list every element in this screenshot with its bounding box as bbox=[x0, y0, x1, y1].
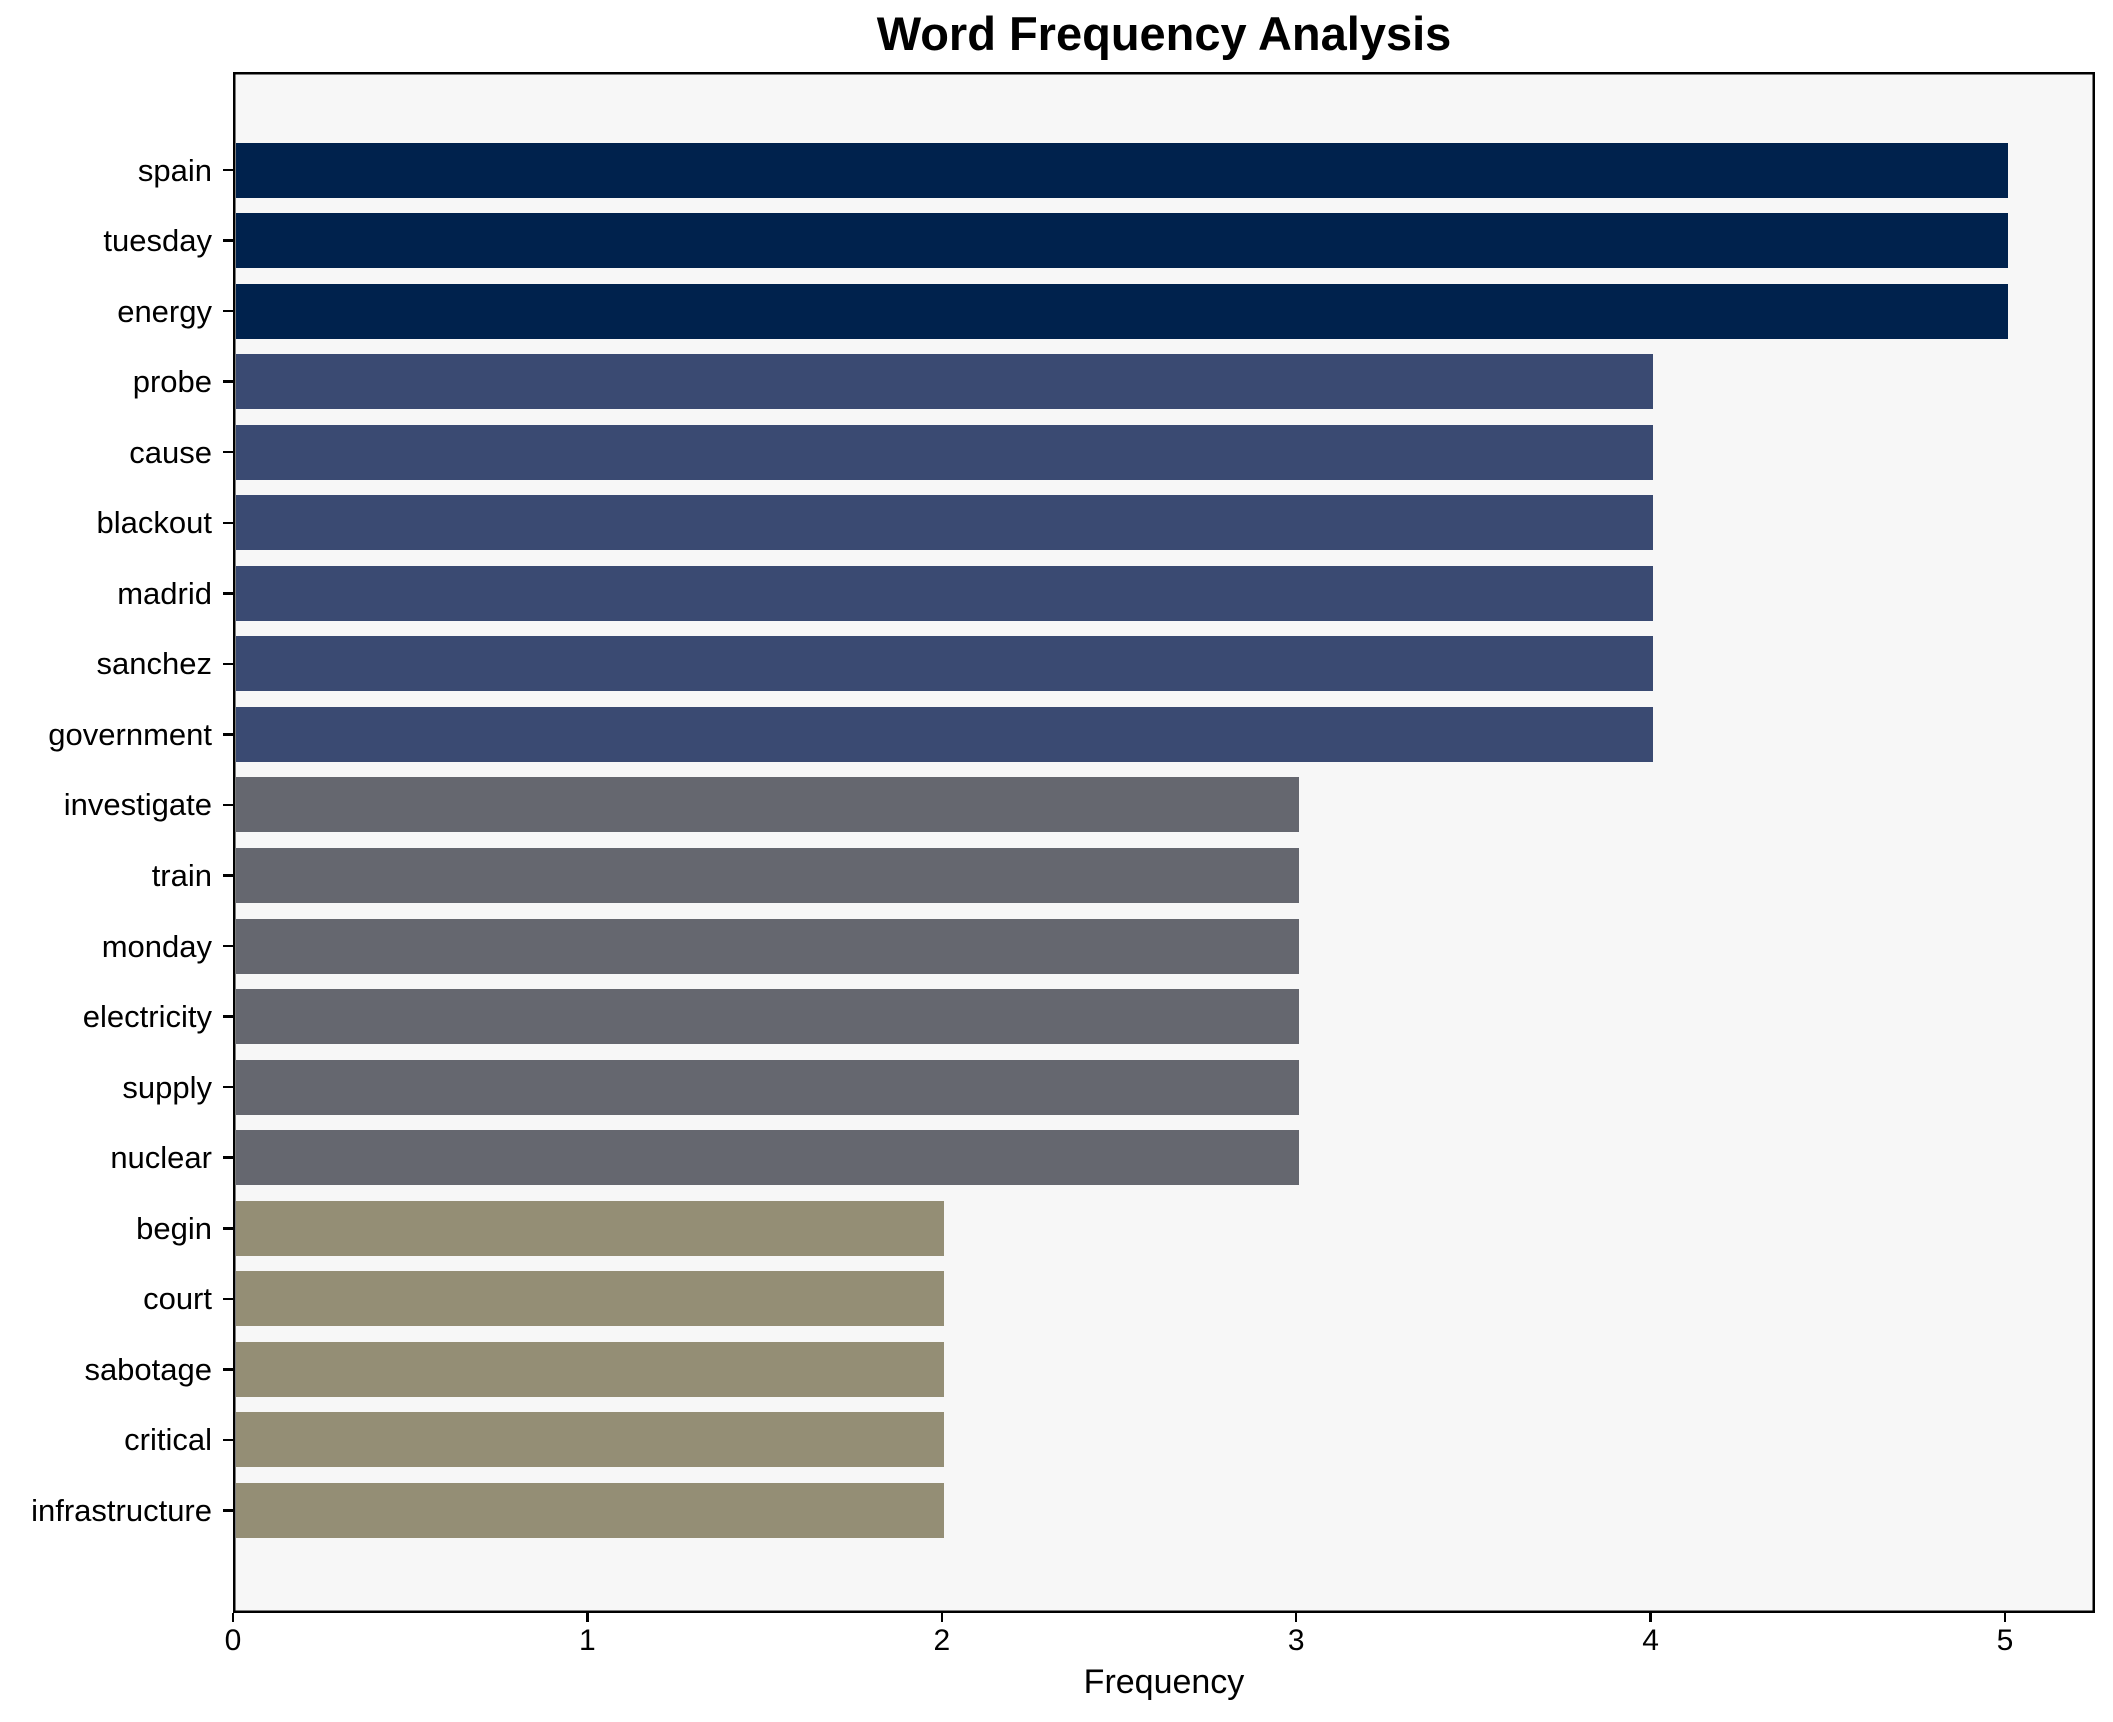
x-tick-label: 0 bbox=[224, 1624, 242, 1657]
y-tick-label: critical bbox=[124, 1422, 212, 1458]
y-tick-mark bbox=[223, 1085, 233, 1089]
x-tick-label: 4 bbox=[1642, 1624, 1659, 1657]
bar-madrid bbox=[235, 565, 1654, 621]
x-tick-label: 5 bbox=[1996, 1624, 2014, 1657]
x-tick-label: 3 bbox=[1287, 1624, 1305, 1657]
y-tick-mark bbox=[223, 239, 233, 242]
y-tick-label: sanchez bbox=[96, 646, 212, 682]
bar-cause bbox=[235, 424, 1654, 480]
y-tick-label: electricity bbox=[82, 999, 212, 1035]
y-tick-mark bbox=[223, 874, 233, 877]
y-tick-mark bbox=[223, 733, 233, 736]
bar-government bbox=[235, 706, 1654, 762]
y-tick-label: court bbox=[143, 1281, 212, 1317]
y-tick-mark bbox=[223, 1015, 233, 1018]
x-tick-mark bbox=[586, 1613, 589, 1622]
x-tick-label: 1 bbox=[579, 1624, 596, 1657]
x-tick-label: 2 bbox=[933, 1624, 951, 1657]
plot-area bbox=[233, 72, 2095, 1613]
y-tick-mark bbox=[223, 592, 233, 595]
y-tick-label: madrid bbox=[117, 575, 212, 611]
bar-blackout bbox=[235, 495, 1654, 551]
y-tick-label: energy bbox=[117, 293, 212, 329]
y-tick-label: investigate bbox=[63, 787, 212, 823]
y-tick-mark bbox=[223, 944, 233, 948]
x-tick-mark bbox=[1649, 1613, 1652, 1622]
bar-spain bbox=[235, 142, 2008, 198]
bar-energy bbox=[235, 283, 2008, 339]
y-tick-label: cause bbox=[129, 434, 212, 470]
y-tick-mark bbox=[223, 1368, 233, 1371]
y-tick-label: probe bbox=[132, 364, 212, 400]
y-tick-mark bbox=[223, 803, 233, 807]
chart-title: Word Frequency Analysis bbox=[876, 7, 1452, 60]
bar-electricity bbox=[235, 989, 1299, 1045]
y-tick-mark bbox=[223, 521, 233, 524]
y-tick-mark bbox=[223, 1156, 233, 1159]
x-tick-mark bbox=[940, 1613, 944, 1622]
y-tick-mark bbox=[223, 380, 233, 383]
bar-probe bbox=[235, 354, 1654, 410]
bar-nuclear bbox=[235, 1130, 1299, 1186]
x-axis-label: Frequency bbox=[1083, 1663, 1245, 1701]
y-tick-mark bbox=[223, 1297, 233, 1301]
y-tick-label: sabotage bbox=[84, 1351, 212, 1387]
y-tick-label: supply bbox=[122, 1069, 212, 1105]
y-tick-label: blackout bbox=[96, 505, 212, 541]
y-tick-mark bbox=[223, 309, 233, 313]
bar-investigate bbox=[235, 777, 1299, 833]
bar-sanchez bbox=[235, 636, 1654, 692]
x-tick-mark bbox=[2003, 1613, 2007, 1622]
y-tick-mark bbox=[223, 168, 233, 172]
bar-train bbox=[235, 848, 1299, 903]
y-tick-label: train bbox=[151, 858, 212, 893]
y-tick-label: government bbox=[48, 716, 212, 752]
x-tick-mark bbox=[1294, 1613, 1298, 1622]
y-tick-label: infrastructure bbox=[31, 1492, 212, 1528]
bar-infrastructure bbox=[235, 1482, 945, 1538]
bar-tuesday bbox=[235, 213, 2008, 269]
y-tick-mark bbox=[223, 662, 233, 666]
bar-court bbox=[235, 1271, 945, 1327]
bar-critical bbox=[235, 1412, 945, 1468]
y-tick-label: begin bbox=[136, 1210, 212, 1246]
y-tick-mark bbox=[223, 1509, 233, 1512]
bar-supply bbox=[235, 1059, 1299, 1115]
y-tick-mark bbox=[223, 1227, 233, 1230]
y-tick-mark bbox=[223, 450, 233, 454]
y-tick-mark bbox=[223, 1438, 233, 1442]
y-tick-label: spain bbox=[137, 152, 212, 188]
y-tick-label: monday bbox=[101, 928, 212, 964]
bar-sabotage bbox=[235, 1341, 945, 1397]
x-tick-mark bbox=[231, 1613, 235, 1622]
y-tick-label: nuclear bbox=[110, 1140, 212, 1176]
bar-begin bbox=[235, 1200, 945, 1256]
y-tick-label: tuesday bbox=[103, 223, 212, 259]
bar-monday bbox=[235, 918, 1299, 974]
